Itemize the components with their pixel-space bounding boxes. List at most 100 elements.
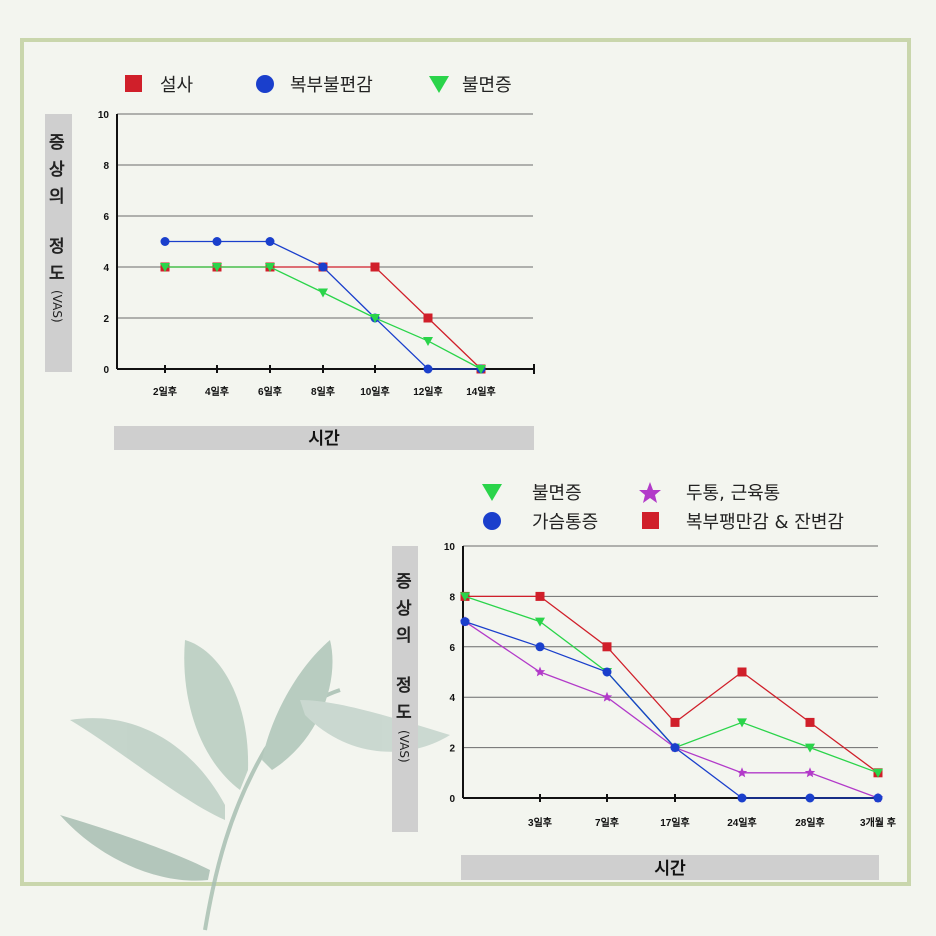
chart-1-series-1 xyxy=(160,237,486,374)
chart-1-series-0-point-4 xyxy=(370,262,380,272)
legend-1-label-불면증: 불면증 xyxy=(462,75,512,96)
chart-1-ylabel-char-4: 도 xyxy=(49,264,65,284)
chart-1-series-1-line xyxy=(165,240,481,370)
chart-2: 불면증 두통, 근육통 가슴통증 복부팽만감 & 잔변감 증 상 의 정 도 (… xyxy=(392,482,896,880)
chart-1-series-2-point-1 xyxy=(212,263,222,272)
chart-2-series-2-point-4 xyxy=(736,767,748,778)
chart-2-xtick-label-5: 28일후 xyxy=(795,816,825,829)
chart-1-series-1-point-2 xyxy=(265,237,275,246)
chart-1-xtick-label-3: 8일후 xyxy=(311,385,335,398)
legend-2-label-불면증: 불면증 xyxy=(532,483,582,504)
legend-2-label-가슴통증: 가슴통증 xyxy=(532,512,598,533)
legend-1: 설사 복부불편감 불면증 xyxy=(125,75,512,96)
chart-2-series-1-point-3 xyxy=(670,743,680,753)
chart-1-series-1-point-5 xyxy=(423,364,433,374)
chart-2-xlabel-bg xyxy=(461,855,879,880)
chart-1-ylabel-bg xyxy=(45,114,72,372)
legend-1-label-복부불편감: 복부불편감 xyxy=(290,75,373,96)
chart-2-plot: 0 2 4 6 8 10 3일후 7일후 17일후 24일후 28일후 3개월 후 xyxy=(444,542,896,829)
chart-2-series-1-point-0 xyxy=(460,617,470,627)
chart-2-series-0-point-0 xyxy=(460,592,470,602)
chart-2-series-2-line xyxy=(464,621,879,799)
chart-2-series-0-point-4 xyxy=(737,718,747,728)
chart-2-series-1-point-2 xyxy=(602,667,612,677)
chart-2-series-3-point-4 xyxy=(737,667,747,677)
chart-1-xtick-label-2: 6일후 xyxy=(258,385,282,398)
legend-2: 불면증 두통, 근육통 가슴통증 복부팽만감 & 잔변감 xyxy=(482,482,844,533)
legend-1-marker-square xyxy=(125,75,142,92)
chart-2-ytick-label-4: 8 xyxy=(449,592,455,603)
chart-2-series-0-point-5 xyxy=(805,743,815,753)
chart-2-series-2 xyxy=(459,616,884,803)
chart-2-series-1 xyxy=(460,617,883,803)
chart-2-series-3-point-5 xyxy=(805,717,815,727)
legend-2-label-두통-근육통: 두통, 근육통 xyxy=(686,483,780,504)
chart-2-ytick-label-3: 6 xyxy=(449,643,455,654)
chart-1-ylabel-char-3: 정 xyxy=(49,237,65,257)
chart-2-series-1-point-6 xyxy=(873,793,883,803)
legend-2-label-복부팽만감: 복부팽만감 & 잔변감 xyxy=(686,512,844,533)
chart-2-series-3-point-1 xyxy=(535,591,545,601)
chart-1-xtick-label-4: 10일후 xyxy=(360,385,390,398)
chart-2-ytick-label-2: 4 xyxy=(449,693,455,704)
chart-2-xtick-label-1: 3일후 xyxy=(528,816,552,829)
chart-2-ylabel-bg xyxy=(392,546,418,832)
chart-2-series-3-point-3 xyxy=(670,717,680,727)
chart-1-xtick-label-1: 4일후 xyxy=(205,385,229,398)
legend-1-marker-triangle xyxy=(429,76,449,93)
legend-1-marker-circle xyxy=(256,75,274,93)
chart-2-ylabel-char-0: 증 xyxy=(396,572,412,592)
chart-2-xtick-label-2: 7일후 xyxy=(595,816,619,829)
chart-2-series-1-point-5 xyxy=(805,793,815,803)
chart-1-ytick-label-0: 0 xyxy=(103,365,109,376)
legend-2-marker-triangle xyxy=(482,484,502,501)
chart-2-ylabel-char-3: 정 xyxy=(396,676,412,696)
chart-2-series-2-point-5 xyxy=(804,767,816,778)
chart-1-ylabel-unit: (VAS) xyxy=(50,290,64,323)
chart-1-series-2-point-3 xyxy=(318,288,328,298)
chart-1-series-2-point-2 xyxy=(265,263,275,272)
chart-2-series-2-point-2 xyxy=(601,691,613,702)
chart-1-ytick-label-2: 4 xyxy=(103,263,109,274)
chart-2-xtick-label-4: 24일후 xyxy=(727,816,757,829)
chart-2-xtick-label-3: 17일후 xyxy=(660,816,690,829)
chart-2-series-2-point-1 xyxy=(534,666,546,677)
chart-2-series-0-point-1 xyxy=(535,617,545,627)
chart-1-ytick-label-3: 6 xyxy=(103,212,109,223)
chart-1-series-2-point-0 xyxy=(160,263,170,272)
chart-2-series-0-point-6 xyxy=(873,768,883,778)
chart-1-xlabel-bg xyxy=(114,426,534,450)
legend-2-marker-square xyxy=(642,512,659,529)
chart-1-series-2-point-6 xyxy=(476,365,486,374)
chart-1-ytick-label-1: 2 xyxy=(103,314,109,325)
chart-1-xtick-label-0: 2일후 xyxy=(153,385,177,398)
chart-1-ylabel: 증 상 의 정 도 (VAS) xyxy=(49,133,65,323)
outer-frame xyxy=(20,38,911,886)
legend-2-marker-circle xyxy=(483,512,501,530)
chart-2-ytick-label-5: 10 xyxy=(444,542,456,553)
chart-2-series-1-line xyxy=(464,620,878,799)
chart-1-plot: 0 2 4 6 8 10 2일후 4일후 6일후 8일후 10일후 12일후 14일후 xyxy=(98,110,535,398)
chart-2-ytick-label-1: 2 xyxy=(449,744,455,755)
chart-1-ytick-label-5: 10 xyxy=(98,110,110,121)
chart-2-ytick-label-0: 0 xyxy=(449,794,455,805)
chart-2-xtick-label-6: 3개월 후 xyxy=(860,816,896,829)
chart-2-ylabel-char-1: 상 xyxy=(396,599,412,619)
leaf-decoration xyxy=(60,640,450,931)
chart-2-series-1-point-1 xyxy=(535,642,545,652)
chart-1-series-1-point-3 xyxy=(318,262,328,272)
chart-1-ylabel-char-1: 상 xyxy=(49,160,65,180)
chart-2-series-3-point-2 xyxy=(602,642,612,652)
chart-1-series-0-point-5 xyxy=(423,313,433,323)
chart-1-xlabel: 시간 xyxy=(308,429,340,449)
chart-2-ylabel: 증 상 의 정 도 (VAS) xyxy=(396,572,412,763)
chart-2-series-1-point-4 xyxy=(737,793,747,803)
chart-1: 설사 복부불편감 불면증 증 상 의 정 도 (VAS) 시간 0 2 4 6 8 10 2… xyxy=(45,75,535,450)
chart-1-xtick-label-5: 12일후 xyxy=(413,385,443,398)
chart-2-xlabel: 시간 xyxy=(654,859,686,879)
chart-1-xtick-label-6: 14일후 xyxy=(466,385,496,398)
chart-2-ylabel-char-2: 의 xyxy=(396,626,412,646)
legend-2-marker-star xyxy=(639,482,661,503)
legend-1-label-설사: 설사 xyxy=(160,75,194,96)
